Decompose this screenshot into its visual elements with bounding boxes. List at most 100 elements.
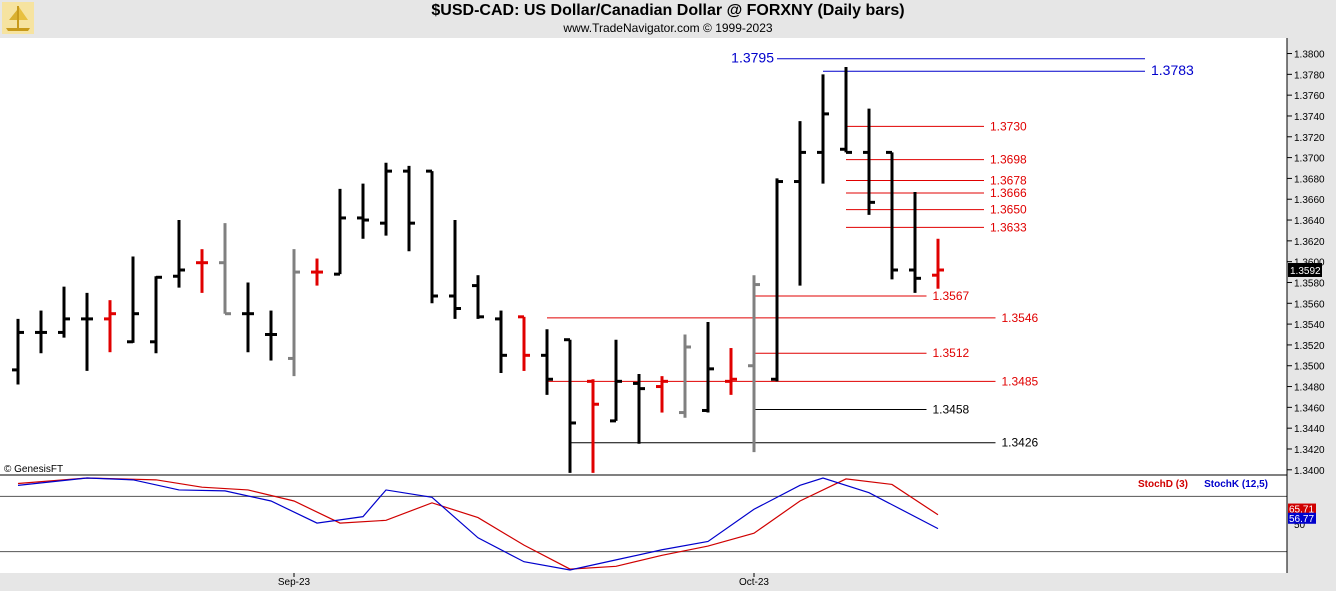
ohlc-bar bbox=[794, 121, 806, 286]
price-level-label: 1.3795 bbox=[731, 50, 774, 66]
price-level-label: 1.3633 bbox=[990, 220, 1027, 234]
price-tick-label: 1.3540 bbox=[1294, 320, 1325, 331]
time-axis: Sep-23 Oct-23 bbox=[278, 573, 769, 588]
chart-area: 1.3400 1.3420 1.3440 1.3460 1.3480 1.3500 1.35… bbox=[0, 38, 1336, 591]
ohlc-bar bbox=[173, 220, 185, 288]
price-tick-label: 1.3440 bbox=[1294, 424, 1325, 435]
ohlc-bar bbox=[311, 258, 323, 286]
ohlc-bar bbox=[771, 178, 783, 382]
price-tick-label: 1.3480 bbox=[1294, 383, 1325, 394]
price-tick-label: 1.3680 bbox=[1294, 174, 1325, 185]
time-axis-panel bbox=[0, 573, 1336, 591]
stoch-series-line bbox=[17, 477, 939, 570]
ohlc-bar bbox=[886, 150, 898, 280]
price-level-label: 1.3512 bbox=[933, 346, 970, 360]
last-price-box bbox=[1288, 262, 1322, 277]
ohlc-bar bbox=[610, 339, 622, 423]
data-credit: © GenesisFT bbox=[4, 464, 63, 475]
price-tick-label: 1.3580 bbox=[1294, 278, 1325, 289]
price-level-label: 1.3666 bbox=[990, 186, 1027, 200]
price-tick-label: 1.3400 bbox=[1294, 466, 1325, 477]
price-tick-label: 1.3420 bbox=[1294, 445, 1325, 456]
price-tick-label: 1.3500 bbox=[1294, 362, 1325, 373]
stoch-k-value-box bbox=[1288, 512, 1316, 524]
ohlc-bar bbox=[242, 282, 254, 353]
ohlc-bar bbox=[748, 275, 760, 453]
ohlc-bar bbox=[380, 162, 392, 236]
chart-title: $USD-CAD: US Dollar/Canadian Dollar @ FO… bbox=[431, 2, 905, 19]
price-level-label: 1.3546 bbox=[1002, 311, 1039, 325]
price-level-label: 1.3485 bbox=[1002, 374, 1039, 388]
ohlc-bar bbox=[817, 74, 829, 184]
ohlc-bar bbox=[633, 374, 645, 444]
ohlc-bar bbox=[12, 318, 24, 385]
stoch-tick-label: 50 bbox=[1294, 520, 1306, 531]
ohlc-bar bbox=[541, 329, 553, 395]
ohlc-bar bbox=[58, 286, 70, 338]
chart-header: $USD-CAD: US Dollar/Canadian Dollar @ FO… bbox=[0, 0, 1336, 38]
ohlc-bar bbox=[357, 183, 369, 239]
price-tick-label: 1.3520 bbox=[1294, 341, 1325, 352]
price-tick-label: 1.3460 bbox=[1294, 403, 1325, 414]
ohlc-bar bbox=[196, 249, 208, 293]
legend-stoch-k: StochK (12,5) bbox=[1204, 479, 1268, 490]
ohlc-bar bbox=[518, 315, 530, 371]
ohlc-bar bbox=[679, 334, 691, 418]
ohlc-bar bbox=[104, 300, 116, 353]
time-tick-label: Oct-23 bbox=[739, 577, 769, 588]
ohlc-bar bbox=[656, 376, 668, 413]
price-level-label: 1.3458 bbox=[933, 402, 970, 416]
time-tick-label: Sep-23 bbox=[278, 577, 311, 588]
ohlc-bar bbox=[564, 338, 576, 473]
last-price-marker: 1.3592 bbox=[1288, 262, 1322, 277]
ohlc-bar bbox=[150, 275, 162, 354]
ohlc-bar bbox=[449, 220, 461, 319]
price-tick-label: 1.3640 bbox=[1294, 216, 1325, 227]
ohlc-bar bbox=[81, 292, 93, 371]
price-tick-label: 1.3660 bbox=[1294, 195, 1325, 206]
price-level-label: 1.3426 bbox=[1002, 436, 1039, 450]
ohlc-bar bbox=[495, 310, 507, 374]
price-tick-label: 1.3800 bbox=[1294, 50, 1325, 61]
ohlc-bar bbox=[288, 249, 300, 377]
price-level-label: 1.3783 bbox=[1151, 62, 1194, 78]
ohlc-bar bbox=[334, 188, 346, 276]
price-tick-label: 1.3620 bbox=[1294, 237, 1325, 248]
price-level-label: 1.3698 bbox=[990, 153, 1027, 167]
ohlc-bar bbox=[219, 223, 231, 316]
ohlc-bar bbox=[909, 191, 921, 293]
ohlc-bar bbox=[863, 108, 875, 215]
ohlc-bar bbox=[426, 169, 438, 304]
price-level-label: 1.3678 bbox=[990, 173, 1027, 187]
ohlc-bar bbox=[702, 322, 714, 413]
price-tick-label: 1.3700 bbox=[1294, 154, 1325, 165]
trade-navigator-logo-icon bbox=[2, 2, 34, 34]
ohlc-bar bbox=[840, 67, 852, 154]
price-level-label: 1.3730 bbox=[990, 119, 1027, 133]
price-tick-label: 1.3560 bbox=[1294, 299, 1325, 310]
legend-stoch-d: StochD (3) bbox=[1138, 479, 1188, 490]
stoch-d-value: 65.71 bbox=[1289, 505, 1314, 516]
price-tick-label: 1.3740 bbox=[1294, 112, 1325, 123]
stoch-series-line bbox=[17, 477, 939, 571]
price-level-label: 1.3650 bbox=[990, 203, 1027, 217]
price-level-label: 1.3567 bbox=[933, 289, 970, 303]
price-tick-label: 1.3720 bbox=[1294, 133, 1325, 144]
ohlc-bar bbox=[472, 275, 484, 319]
last-price-label: 1.3592 bbox=[1290, 266, 1321, 277]
price-scale-panel bbox=[1287, 38, 1336, 591]
ohlc-bar bbox=[403, 165, 415, 252]
ohlc-bar bbox=[265, 310, 277, 361]
price-tick-label: 1.3780 bbox=[1294, 70, 1325, 81]
chart-subtitle: www.TradeNavigator.com © 1999-2023 bbox=[563, 21, 773, 35]
ohlc-bar bbox=[127, 256, 139, 344]
ohlc-bar bbox=[932, 238, 944, 289]
price-bars bbox=[12, 67, 944, 473]
ohlc-bar bbox=[587, 379, 599, 473]
ohlc-bar bbox=[35, 310, 47, 354]
ohlc-bar bbox=[725, 348, 737, 395]
stoch-d-value-box bbox=[1288, 503, 1316, 515]
stoch-k-value: 56.77 bbox=[1289, 514, 1314, 525]
price-tick-label: 1.3760 bbox=[1294, 91, 1325, 102]
